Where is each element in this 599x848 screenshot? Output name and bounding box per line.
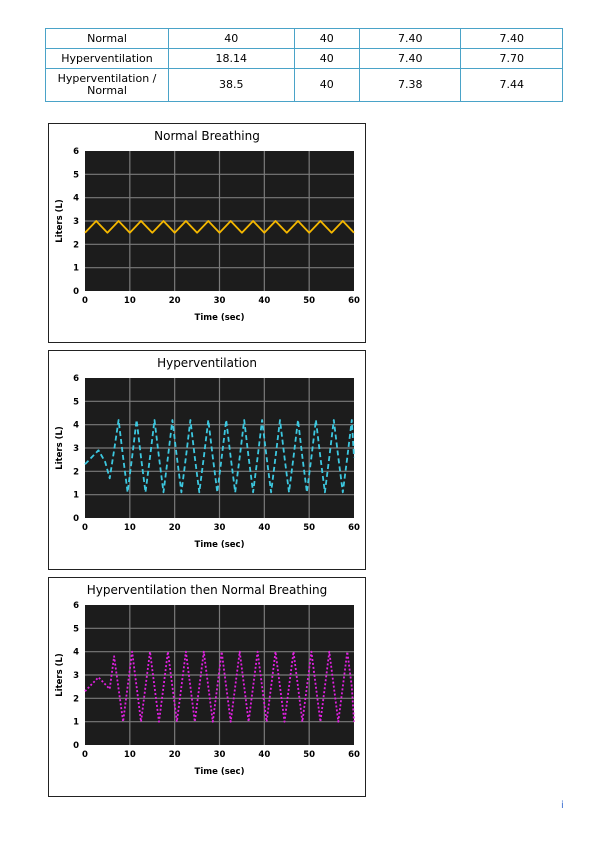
table-cell: 40 [293, 68, 360, 102]
table-row: Hyperventilation 18.14 40 7.40 7.70 [45, 48, 563, 69]
y-tick-label: 4 [73, 648, 79, 658]
x-tick-label: 0 [82, 523, 88, 533]
x-tick-label: 20 [169, 750, 181, 760]
table-row: Hyperventilation / Normal 38.5 40 7.38 7… [45, 68, 563, 102]
chart-title: Hyperventilation then Normal Breathing [87, 583, 328, 597]
x-tick-label: 10 [124, 750, 136, 760]
table-cell: Hyperventilation [45, 48, 169, 69]
y-tick-label: 6 [73, 147, 79, 157]
y-tick-label: 3 [73, 217, 79, 227]
y-tick-label: 4 [73, 194, 79, 204]
x-tick-label: 0 [82, 750, 88, 760]
y-axis-label: Liters (L) [55, 199, 65, 243]
table-cell: 7.44 [460, 68, 563, 102]
x-tick-label: 10 [124, 523, 136, 533]
table-cell: 7.38 [358, 68, 462, 102]
y-tick-label: 2 [73, 694, 79, 704]
page-number: i [561, 800, 564, 811]
y-tick-label: 2 [73, 240, 79, 250]
table-row: Normal 40 40 7.40 7.40 [45, 28, 563, 49]
chart-title: Normal Breathing [154, 129, 260, 143]
y-tick-label: 1 [73, 491, 79, 501]
table-cell: 40 [293, 48, 360, 69]
table-cell: 7.70 [460, 48, 563, 69]
y-tick-label: 0 [73, 514, 79, 524]
series-line [84, 220, 355, 234]
x-tick-label: 30 [214, 750, 226, 760]
y-tick-label: 6 [73, 601, 79, 611]
chart-normal-breathing: Normal Breathing 0 10 20 30 40 50 60 0 1 2 3 4 5 6 Time… [48, 123, 366, 343]
x-tick-label: 30 [214, 523, 226, 533]
table-cell: 40 [293, 28, 360, 49]
y-tick-label: 2 [73, 467, 79, 477]
x-tick-label: 50 [303, 523, 315, 533]
y-tick-label: 5 [73, 624, 79, 634]
x-tick-label: 0 [82, 296, 88, 306]
table-cell: 7.40 [358, 48, 462, 69]
y-tick-label: 1 [73, 718, 79, 728]
table-cell: Hyperventilation / Normal [45, 68, 169, 102]
results-table: Normal 40 40 7.40 7.40 Hyperventilation … [45, 28, 563, 102]
x-tick-label: 30 [214, 296, 226, 306]
table-cell: 7.40 [460, 28, 563, 49]
y-tick-label: 4 [73, 421, 79, 431]
table-cell: 18.14 [168, 48, 295, 69]
y-tick-label: 6 [73, 374, 79, 384]
x-tick-label: 60 [348, 750, 360, 760]
y-tick-label: 3 [73, 671, 79, 681]
table-cell: 7.40 [358, 28, 462, 49]
y-tick-label: 3 [73, 444, 79, 454]
y-axis-label: Liters (L) [55, 653, 65, 697]
x-tick-label: 50 [303, 750, 315, 760]
chart-title: Hyperventilation [157, 356, 257, 370]
x-axis-label: Time (sec) [195, 540, 245, 550]
y-axis-label: Liters (L) [55, 426, 65, 470]
table-cell: Normal [45, 28, 169, 49]
x-tick-label: 60 [348, 523, 360, 533]
chart-svg: Hyperventilation then Normal Breathing 0 1… [55, 583, 360, 777]
y-tick-label: 0 [73, 741, 79, 751]
chart-hyperventilation: Hyperventilation 0 10 20 30 40 50 60 0 1 2 3 4 5 6 Time… [48, 350, 366, 570]
y-tick-label: 5 [73, 170, 79, 180]
series-line [84, 650, 355, 723]
y-tick-label: 0 [73, 287, 79, 297]
table-cell: 38.5 [168, 68, 295, 102]
x-axis-label: Time (sec) [195, 313, 245, 323]
y-tick-label: 1 [73, 264, 79, 274]
table-cell: 40 [168, 28, 295, 49]
x-tick-label: 10 [124, 296, 136, 306]
chart-hyperventilation-then-normal: Hyperventilation then Normal Breathing 0 1… [48, 577, 366, 797]
chart-svg: Hyperventilation 0 10 20 30 40 50 60 0 1 2 3 4 5 6 Time… [55, 356, 360, 550]
x-tick-label: 50 [303, 296, 315, 306]
x-tick-label: 20 [169, 296, 181, 306]
chart-svg: Normal Breathing 0 10 20 30 40 50 60 0 1 2 3 4 5 6 Time… [55, 129, 360, 323]
x-tick-label: 40 [258, 523, 270, 533]
x-axis-label: Time (sec) [195, 767, 245, 777]
y-tick-label: 5 [73, 397, 79, 407]
x-tick-label: 40 [258, 750, 270, 760]
x-tick-label: 20 [169, 523, 181, 533]
series-line [84, 419, 355, 494]
x-tick-label: 40 [258, 296, 270, 306]
x-tick-label: 60 [348, 296, 360, 306]
